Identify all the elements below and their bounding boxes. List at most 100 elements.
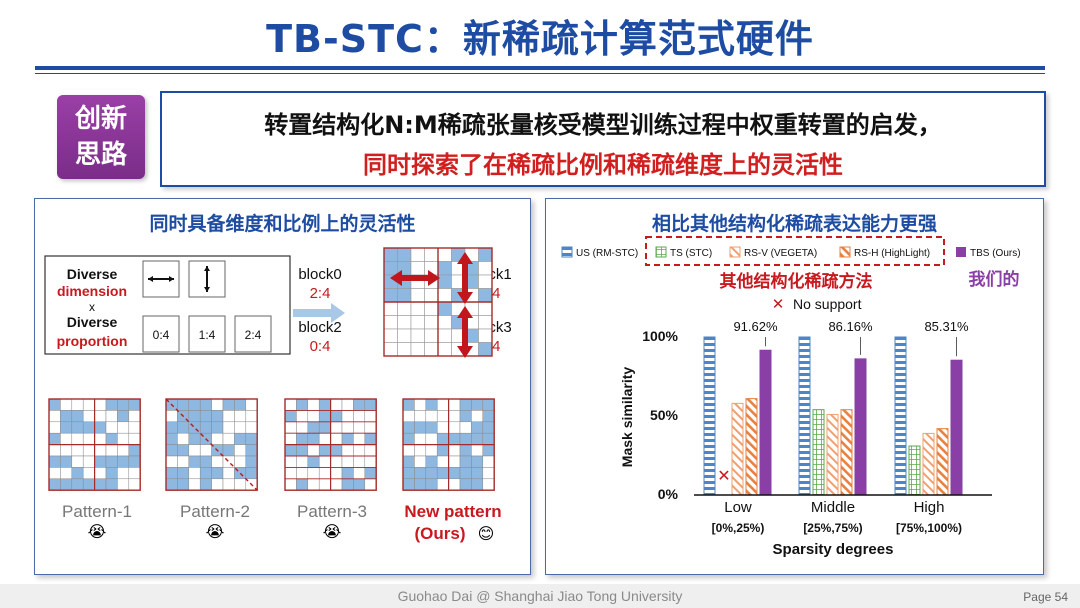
bar-1-2 <box>908 445 921 496</box>
pattern-cell <box>425 410 438 423</box>
x-axis-label: Sparsity degrees <box>773 541 894 558</box>
pattern-cell <box>222 421 235 434</box>
pattern-1-label: Pattern-1 <box>62 502 132 521</box>
pattern-cell <box>341 478 354 491</box>
pattern-cell <box>177 467 190 480</box>
pattern-2-emoji: 😭 <box>206 524 225 541</box>
pattern-cell <box>307 398 320 411</box>
page-title: TB-STC：新稀疏计算范式硬件 <box>266 17 814 61</box>
pattern-cell <box>117 398 130 411</box>
pattern-cell <box>307 410 320 423</box>
pattern-cell <box>94 432 107 445</box>
pattern-cell <box>307 455 320 468</box>
value-annotation-0: 91.62% <box>733 319 778 334</box>
pattern-cell <box>436 398 449 411</box>
pattern-cell <box>222 410 235 423</box>
pattern-cell <box>459 398 472 411</box>
block-cell <box>383 261 398 276</box>
pattern-cell <box>105 421 118 434</box>
no-support-label: No support <box>793 296 862 312</box>
pattern-cell <box>482 432 495 445</box>
pattern-cell <box>48 410 61 423</box>
legend-label-ts: TS (STC) <box>670 248 712 259</box>
pattern-cell <box>128 432 141 445</box>
category-low: Low <box>724 499 752 516</box>
pattern-cell <box>199 398 212 411</box>
ratio-box-0 <box>142 315 180 353</box>
pattern-cell <box>330 410 343 423</box>
pattern-cell <box>234 455 247 468</box>
block-cell <box>437 342 452 357</box>
pattern-cell <box>211 478 224 491</box>
pattern-cell <box>60 478 73 491</box>
block-cell <box>478 274 493 289</box>
pattern-cell <box>459 421 472 434</box>
pattern-cell <box>48 455 61 468</box>
new-pattern-ours-label: (Ours) <box>415 524 466 543</box>
legend-label-rsh: RS-H (HighLight) <box>854 248 930 259</box>
pattern-cell <box>448 410 461 423</box>
other-methods-box <box>645 236 945 266</box>
pattern-cell <box>425 398 438 411</box>
pattern-cell <box>117 467 130 480</box>
pattern-cell <box>165 410 178 423</box>
pattern-cell <box>471 398 484 411</box>
pattern-cell <box>128 398 141 411</box>
block-cell <box>437 288 452 303</box>
pattern-cell <box>60 398 73 411</box>
block-cell <box>478 328 493 343</box>
block-cell <box>410 301 425 316</box>
pattern-cell <box>296 467 309 480</box>
pattern-cell <box>128 467 141 480</box>
pattern-cell <box>188 410 201 423</box>
pattern-cell <box>188 455 201 468</box>
pattern-cell <box>284 421 297 434</box>
ratio-label-1: 1:4 <box>199 328 216 342</box>
block-cell <box>397 342 412 357</box>
footer-bar <box>0 584 1080 608</box>
pattern-cell <box>71 421 84 434</box>
legend-swatch-tbs <box>956 247 966 257</box>
pattern-cell <box>60 444 73 457</box>
block-cell <box>478 288 493 303</box>
pattern-cell <box>234 432 247 445</box>
y-axis-label: Mask similarity <box>619 367 635 468</box>
pattern-cell <box>165 455 178 468</box>
pattern-cell <box>318 478 331 491</box>
pattern-cell <box>117 455 130 468</box>
pattern-cell <box>364 432 377 445</box>
value-annotation-1: 86.16% <box>828 319 873 334</box>
pattern-cell <box>318 410 331 423</box>
pattern-cell <box>330 444 343 457</box>
pattern-cell <box>402 444 415 457</box>
block-cell <box>478 261 493 276</box>
bar-0-0 <box>703 336 716 496</box>
pattern-cell <box>296 398 309 411</box>
pattern-cell <box>414 478 427 491</box>
innovation-badge: 创新 思路 <box>57 95 145 179</box>
block-cell <box>383 315 398 330</box>
block-cell <box>410 315 425 330</box>
title-rule <box>35 66 1045 70</box>
pattern-cell <box>211 398 224 411</box>
vertical-arrow-icon <box>457 252 473 304</box>
pattern-cell <box>482 444 495 457</box>
new-pattern-label: New pattern <box>404 502 501 521</box>
pattern-cell <box>188 467 201 480</box>
no-support-cross-icon: ✕ <box>772 296 785 313</box>
pattern-cell <box>117 478 130 491</box>
vertical-arrow-icon <box>457 306 473 358</box>
pattern-3-label: Pattern-3 <box>297 502 367 521</box>
pattern-cell <box>296 410 309 423</box>
pattern-cell <box>353 467 366 480</box>
pattern-cell <box>448 455 461 468</box>
low-no-support-cross-icon: ✕ <box>717 468 730 485</box>
pattern-cell <box>482 478 495 491</box>
pattern-cell <box>341 455 354 468</box>
pattern-grids <box>48 398 495 491</box>
legend-swatch-rsv <box>729 246 741 258</box>
other-methods-note: 其他结构化稀疏方法 <box>720 271 873 292</box>
pattern-cell <box>341 398 354 411</box>
bars <box>703 336 963 496</box>
pattern-cell <box>222 444 235 457</box>
